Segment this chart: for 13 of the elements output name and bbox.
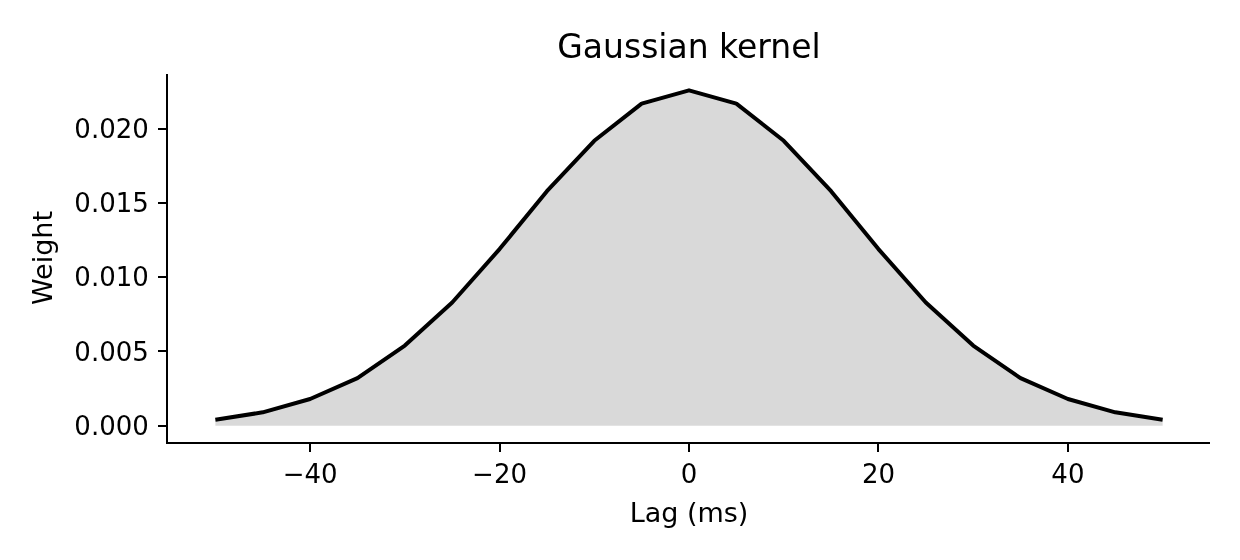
- y-tick-label: 0.020: [74, 114, 149, 144]
- y-tick-label: 0.005: [74, 336, 149, 367]
- y-tick-label: 0.010: [74, 262, 149, 293]
- x-tick-label: 0: [680, 459, 698, 490]
- chart-title: Gaussian kernel: [557, 26, 821, 66]
- y-axis-title: Weight: [26, 210, 58, 306]
- y-tick-label: 0.000: [74, 410, 149, 441]
- y-tick-label: 0.015: [74, 188, 149, 219]
- x-axis-title: Lag (ms): [629, 497, 749, 529]
- x-tick-label: −20: [472, 459, 527, 490]
- x-tick-label: −40: [282, 459, 338, 490]
- x-tick-label: 40: [1051, 459, 1085, 490]
- x-tick-label: 20: [861, 459, 895, 490]
